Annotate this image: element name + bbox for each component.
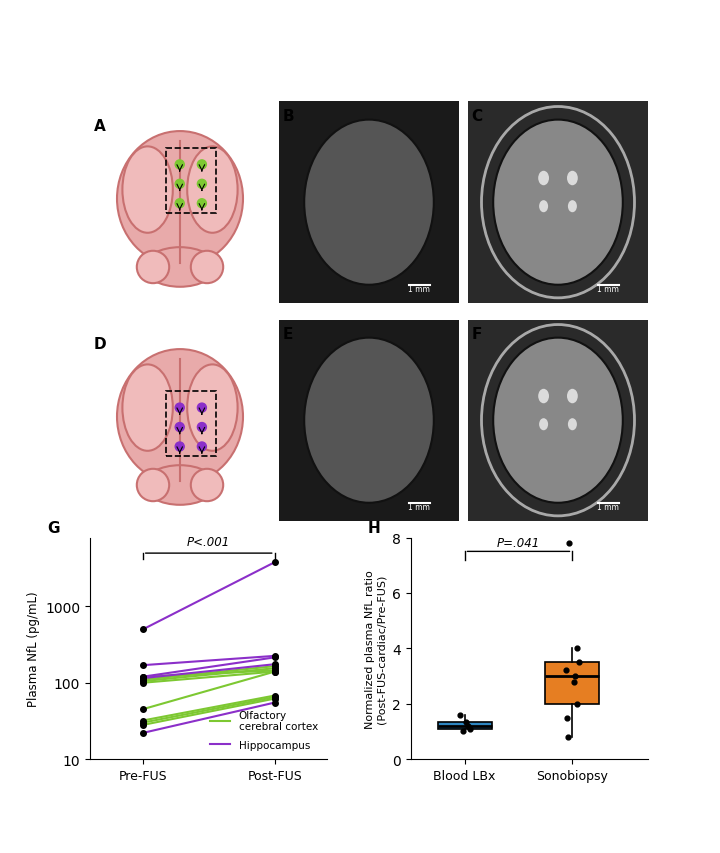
- PathPatch shape: [438, 722, 492, 728]
- Ellipse shape: [539, 201, 548, 213]
- Circle shape: [197, 200, 207, 208]
- Point: [464, 722, 476, 735]
- Text: E: E: [283, 326, 293, 341]
- Text: P<.001: P<.001: [187, 536, 230, 548]
- Y-axis label: Normalized plasma NfL ratio
(Post-FUS-cardiac/Pre-FUS): Normalized plasma NfL ratio (Post-FUS-ca…: [365, 569, 387, 728]
- Ellipse shape: [117, 350, 243, 485]
- Circle shape: [175, 180, 184, 189]
- Circle shape: [175, 443, 184, 451]
- Point: [454, 708, 466, 722]
- Ellipse shape: [493, 339, 623, 503]
- Circle shape: [197, 443, 207, 451]
- Point: [572, 697, 583, 711]
- Circle shape: [175, 160, 184, 170]
- Text: 1 mm: 1 mm: [598, 284, 619, 293]
- PathPatch shape: [546, 663, 600, 704]
- Ellipse shape: [187, 365, 238, 451]
- Ellipse shape: [305, 120, 433, 286]
- Ellipse shape: [122, 365, 173, 451]
- Circle shape: [197, 160, 207, 170]
- Text: 1 mm: 1 mm: [408, 284, 431, 293]
- Circle shape: [175, 403, 184, 413]
- Ellipse shape: [137, 252, 169, 284]
- Point: [571, 641, 582, 655]
- Text: G: G: [48, 520, 60, 535]
- Text: 1 mm: 1 mm: [408, 502, 431, 511]
- Circle shape: [175, 200, 184, 208]
- Ellipse shape: [567, 171, 577, 186]
- Text: D: D: [94, 336, 107, 351]
- Point: [560, 664, 572, 677]
- Ellipse shape: [187, 148, 238, 234]
- Circle shape: [175, 423, 184, 432]
- Ellipse shape: [538, 389, 549, 403]
- Ellipse shape: [568, 201, 577, 213]
- Point: [561, 711, 572, 724]
- Text: 1 mm: 1 mm: [598, 502, 619, 511]
- Legend: Olfactory
cerebral cortex, Hippocampus: Olfactory cerebral cortex, Hippocampus: [205, 705, 323, 754]
- Point: [462, 719, 473, 733]
- Ellipse shape: [538, 171, 549, 186]
- Ellipse shape: [117, 132, 243, 267]
- Ellipse shape: [191, 469, 223, 502]
- Ellipse shape: [137, 469, 169, 502]
- Ellipse shape: [493, 120, 623, 286]
- Circle shape: [197, 403, 207, 413]
- Ellipse shape: [539, 419, 548, 431]
- Y-axis label: Plasma NfL (pg/mL): Plasma NfL (pg/mL): [27, 591, 40, 706]
- Ellipse shape: [144, 466, 216, 505]
- Point: [460, 715, 472, 728]
- Point: [573, 656, 585, 670]
- Circle shape: [197, 180, 207, 189]
- Point: [570, 670, 581, 683]
- Text: B: B: [283, 108, 294, 124]
- Point: [457, 725, 469, 739]
- Text: C: C: [472, 108, 482, 124]
- Circle shape: [197, 423, 207, 432]
- Ellipse shape: [568, 419, 577, 431]
- Point: [568, 675, 580, 688]
- Text: P=.041: P=.041: [497, 536, 540, 549]
- Text: A: A: [94, 119, 105, 133]
- Ellipse shape: [305, 339, 433, 503]
- Ellipse shape: [144, 248, 216, 287]
- Text: H: H: [368, 520, 381, 535]
- Ellipse shape: [122, 148, 173, 234]
- Ellipse shape: [191, 252, 223, 284]
- Ellipse shape: [567, 389, 577, 403]
- Point: [562, 730, 574, 744]
- Text: F: F: [472, 326, 482, 341]
- Point: [563, 537, 575, 550]
